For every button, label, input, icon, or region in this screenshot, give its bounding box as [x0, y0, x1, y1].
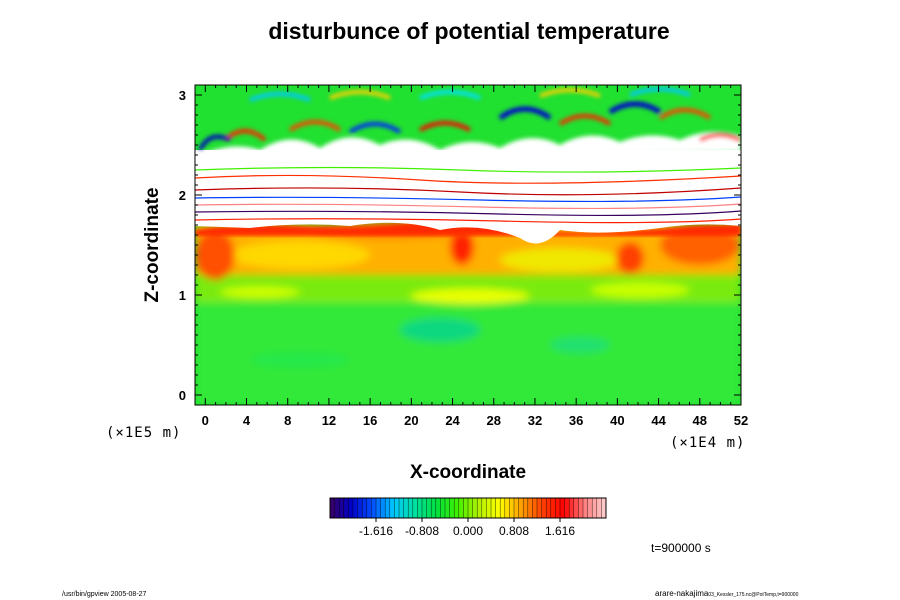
- colorbar-cell: [601, 498, 607, 518]
- colorbar-cell: [546, 498, 552, 518]
- colorbar-cell: [343, 498, 349, 518]
- footer-left: /usr/bin/gpview 2005-08-27: [62, 591, 147, 598]
- colorbar-cell: [454, 498, 460, 518]
- colorbar-cell: [569, 498, 575, 518]
- colorbar-cell: [399, 498, 404, 518]
- y-tick-label: 1: [179, 288, 186, 303]
- colorbar-tick-label: -1.616: [359, 524, 393, 538]
- y-axis-label: Z-coordinate: [142, 187, 163, 302]
- colorbar-cell: [523, 498, 529, 518]
- colorbar-cell: [412, 498, 418, 518]
- colorbar-cell: [330, 498, 335, 518]
- chart-title: disturbunce of potential temperature: [268, 18, 669, 44]
- x-tick-label: 4: [243, 413, 251, 428]
- colorbar-cell: [463, 498, 469, 518]
- colorbar-cell: [514, 498, 519, 518]
- y-tick-label: 2: [179, 188, 186, 203]
- colorbar-cell: [592, 498, 598, 518]
- colorbar-cell: [339, 498, 345, 518]
- colorbar-cell: [385, 498, 391, 518]
- colorbar-cell: [550, 498, 556, 518]
- y-tick-label: 0: [179, 388, 186, 403]
- colorbar-cell: [587, 498, 593, 518]
- x-tick-label: 48: [693, 413, 707, 428]
- colorbar-cell: [435, 498, 441, 518]
- x-tick-label: 16: [363, 413, 377, 428]
- colorbar-cell: [417, 498, 423, 518]
- colorbar-cell: [389, 498, 395, 518]
- colorbar: [329, 497, 607, 519]
- colorbar-cell: [583, 498, 588, 518]
- colorbar-cell: [486, 498, 492, 518]
- colorbar-cell: [537, 498, 542, 518]
- colorbar-cell: [509, 498, 515, 518]
- colorbar-cell: [527, 498, 533, 518]
- colorbar-cell: [578, 498, 584, 518]
- colorbar-cell: [334, 498, 340, 518]
- colorbar-cell: [376, 498, 381, 518]
- colorbar-tick-label: 0.000: [453, 524, 483, 538]
- x-axis: 0 4 8 12 16 20 24 28 32 36 40 44 48 52: [202, 85, 748, 428]
- colorbar-cell: [495, 498, 501, 518]
- colorbar-cell: [560, 498, 565, 518]
- colorbar-cell: [481, 498, 487, 518]
- colorbar-cell: [431, 498, 437, 518]
- footer-right-main: arare-nakajima: [655, 589, 709, 598]
- x-unit-label: (×1E4 m): [670, 435, 745, 451]
- x-tick-label: 20: [404, 413, 418, 428]
- y-axis: 0 1 2 3: [179, 88, 741, 403]
- colorbar-tick-label: -0.808: [405, 524, 439, 538]
- x-tick-label: 24: [445, 413, 460, 428]
- time-label: t=900000 s: [651, 541, 711, 555]
- x-tick-label: 44: [651, 413, 666, 428]
- colorbar-cell: [366, 498, 372, 518]
- colorbar-cell: [564, 498, 570, 518]
- x-tick-label: 12: [322, 413, 336, 428]
- colorbar-cell: [403, 498, 409, 518]
- x-tick-label: 8: [284, 413, 291, 428]
- colorbar-ticks: -1.616 -0.808 0.000 0.808 1.616: [359, 518, 575, 538]
- colorbar-cell: [357, 498, 363, 518]
- colorbar-cell: [445, 498, 450, 518]
- colorbar-cell: [348, 498, 354, 518]
- colorbar-cell: [458, 498, 464, 518]
- colorbar-cell: [477, 498, 483, 518]
- colorbar-cell: [500, 498, 506, 518]
- colorbar-tick-label: 0.808: [499, 524, 529, 538]
- y-unit-label: (×1E5 m): [106, 425, 181, 441]
- heatmap-field: [195, 85, 741, 405]
- colorbar-cell: [573, 498, 579, 518]
- colorbar-cell: [440, 498, 446, 518]
- x-tick-label: 36: [569, 413, 583, 428]
- colorbar-cell: [532, 498, 538, 518]
- colorbar-cell: [394, 498, 400, 518]
- footer-right-sub: 03_Kessler_175.nc@PotTemp,t=900000: [708, 592, 798, 598]
- colorbar-cell: [518, 498, 524, 518]
- x-tick-label: 40: [610, 413, 624, 428]
- y-tick-label: 3: [179, 88, 186, 103]
- colorbar-cell: [362, 498, 368, 518]
- colorbar-cell: [541, 498, 547, 518]
- x-tick-label: 0: [202, 413, 209, 428]
- colorbar-cell: [408, 498, 414, 518]
- colorbar-cell: [449, 498, 455, 518]
- colorbar-cell: [422, 498, 427, 518]
- colorbar-cell: [491, 498, 496, 518]
- colorbar-cell: [555, 498, 561, 518]
- colorbar-cell: [472, 498, 478, 518]
- colorbar-cell: [468, 498, 473, 518]
- x-tick-label: 52: [734, 413, 748, 428]
- x-tick-label: 28: [487, 413, 501, 428]
- colorbar-tick-label: 1.616: [545, 524, 575, 538]
- colorbar-cell: [504, 498, 510, 518]
- colorbar-cell: [426, 498, 432, 518]
- colorbar-cell: [596, 498, 602, 518]
- x-tick-label: 32: [528, 413, 542, 428]
- colorbar-cell: [380, 498, 386, 518]
- footer-right: arare-nakajima03_Kessler_175.nc@PotTemp,…: [655, 589, 799, 598]
- colorbar-cell: [353, 498, 358, 518]
- colorbar-cell: [371, 498, 377, 518]
- x-axis-label: X-coordinate: [410, 462, 526, 483]
